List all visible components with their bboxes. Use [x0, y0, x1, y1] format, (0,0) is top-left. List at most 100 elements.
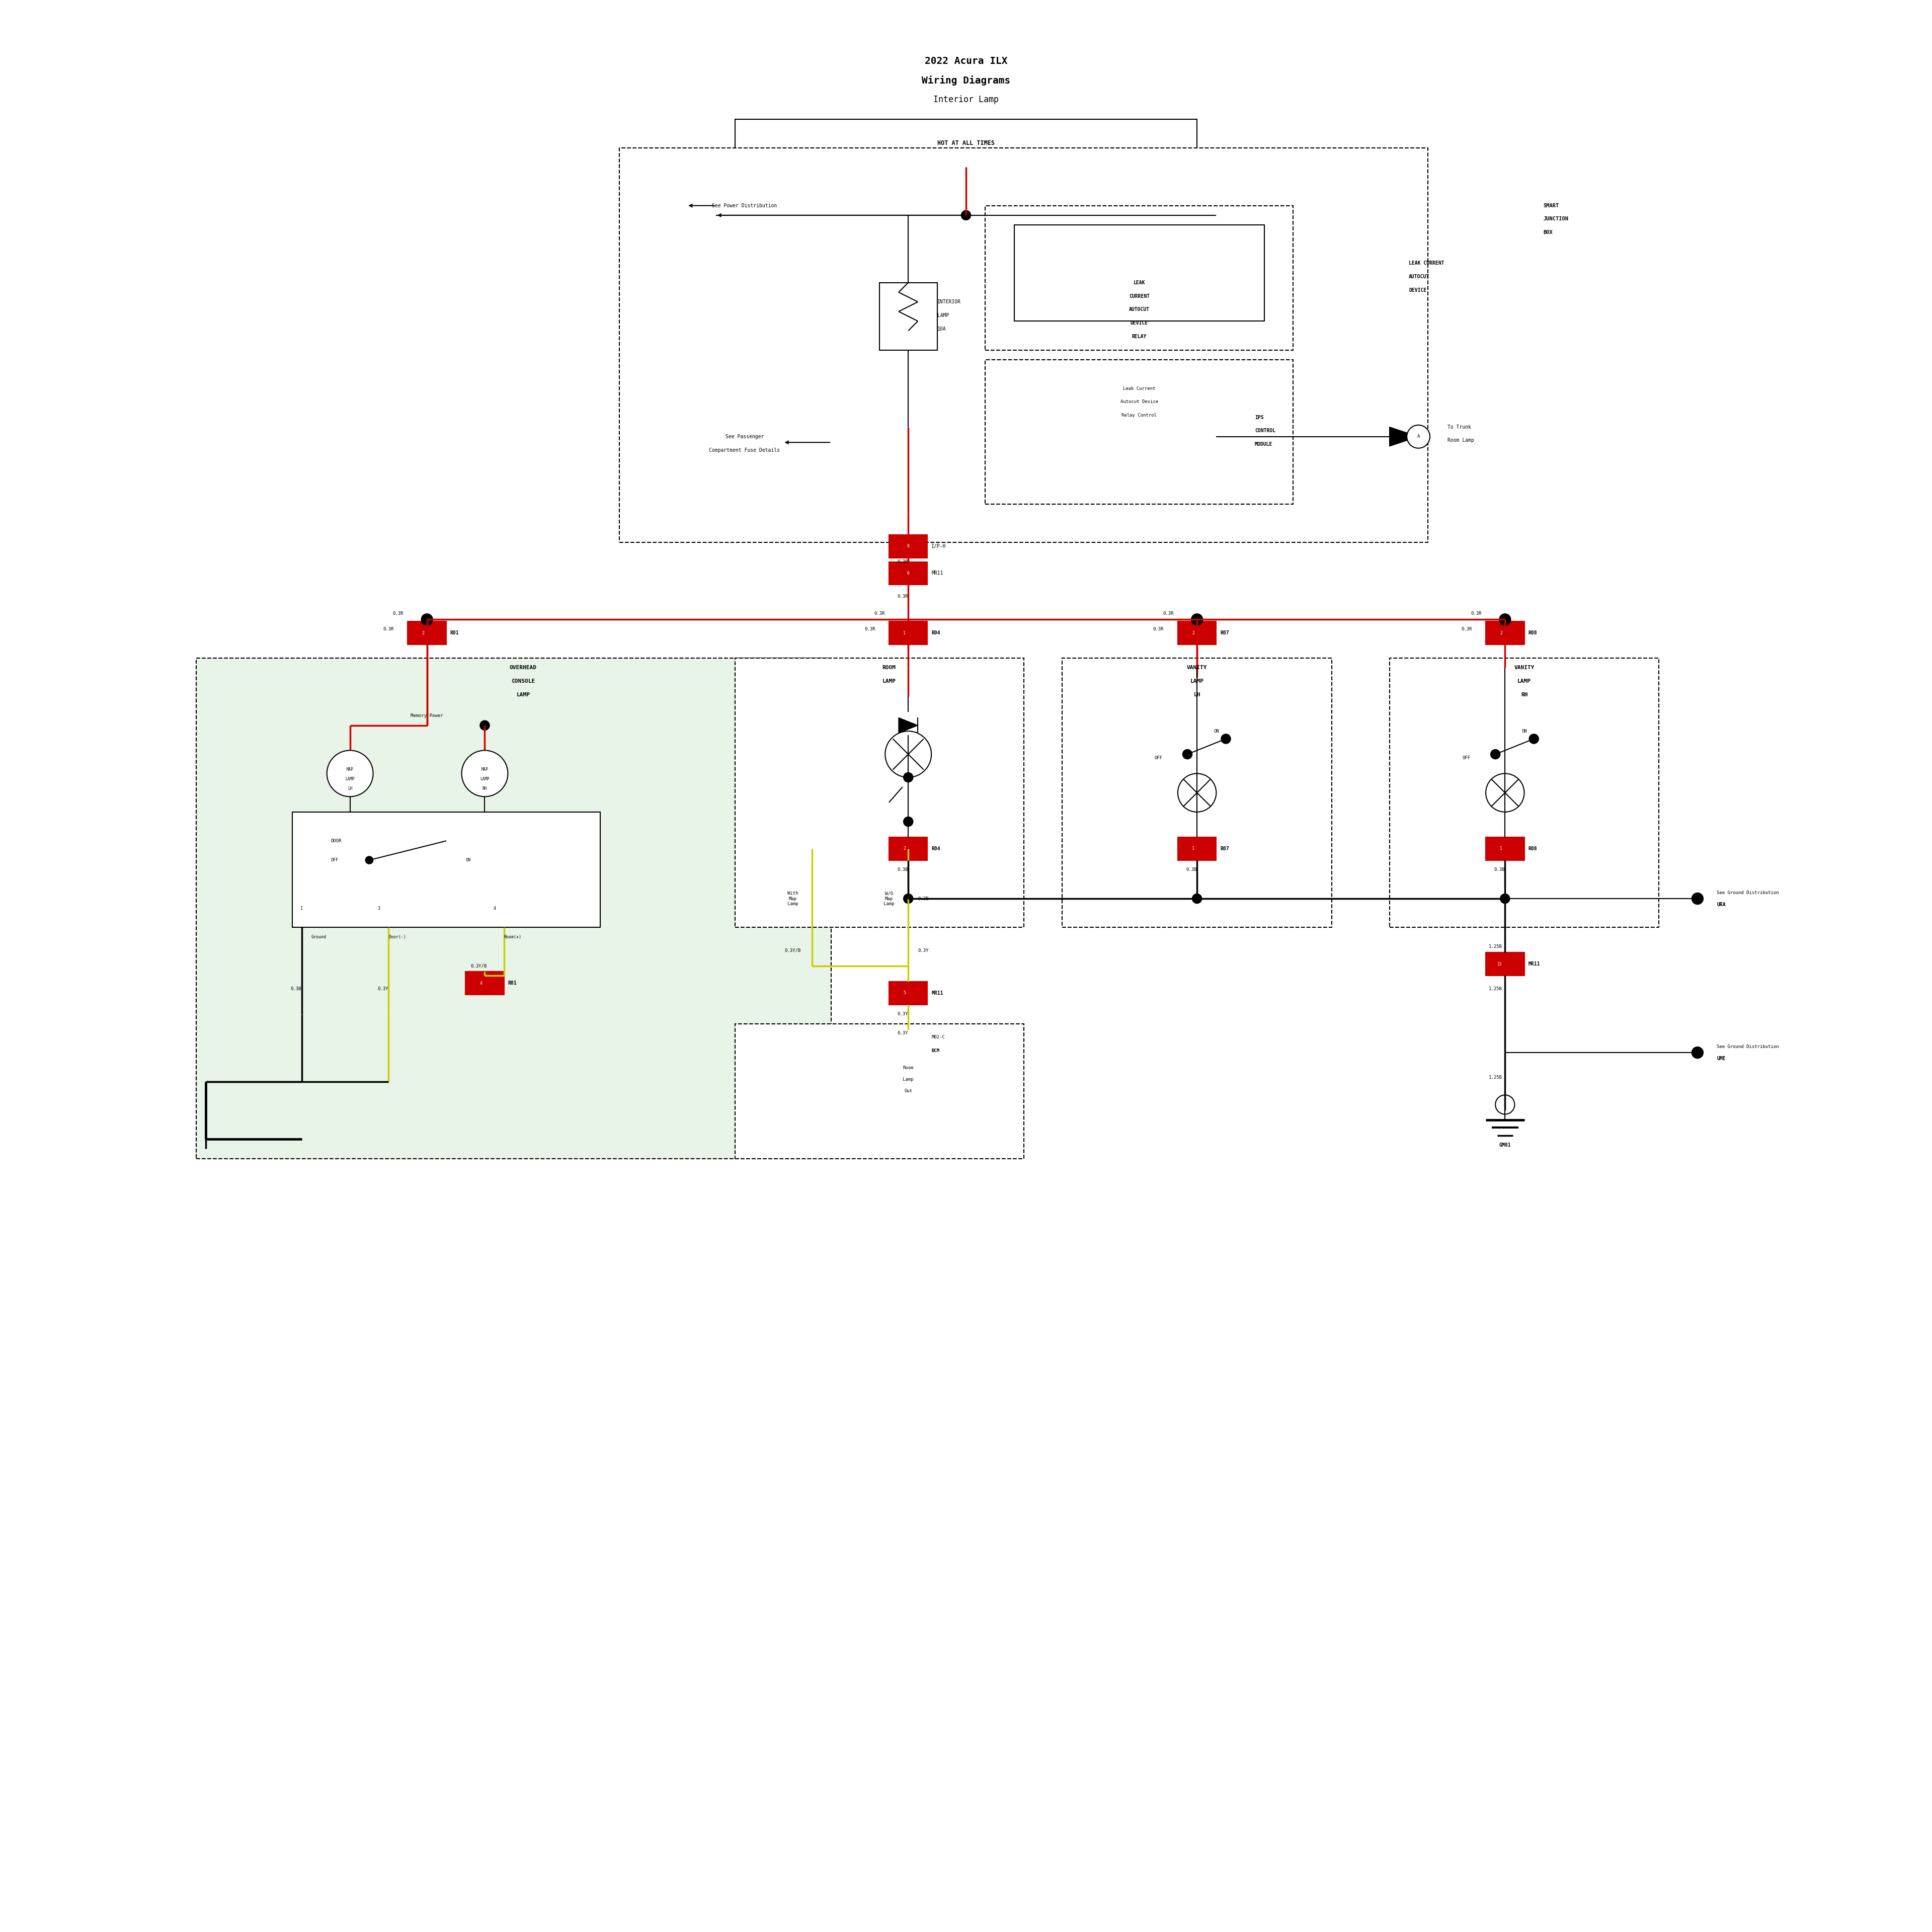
Text: 0.3B: 0.3B	[1186, 867, 1196, 871]
Text: 0.3R: 0.3R	[864, 626, 875, 632]
Text: 0.3R: 0.3R	[896, 595, 908, 599]
Text: See Passenger: See Passenger	[725, 435, 763, 439]
Circle shape	[1692, 1047, 1704, 1059]
Text: SMART: SMART	[1544, 203, 1559, 209]
Circle shape	[1692, 893, 1704, 904]
Text: R08: R08	[1528, 630, 1538, 636]
Bar	[466, 972, 504, 995]
Text: BCM: BCM	[931, 1049, 939, 1053]
Text: VANITY: VANITY	[1515, 665, 1534, 670]
Circle shape	[1528, 734, 1538, 744]
Text: R01: R01	[450, 630, 460, 636]
Text: 0.3Y: 0.3Y	[918, 949, 929, 952]
Polygon shape	[1389, 427, 1418, 446]
Text: 0.3R: 0.3R	[1163, 611, 1173, 616]
Text: A: A	[1416, 435, 1420, 439]
Text: LAMP: LAMP	[1517, 678, 1530, 684]
Bar	[734, 1024, 1024, 1159]
Bar	[1389, 659, 1660, 927]
Text: 1: 1	[1192, 846, 1194, 850]
Text: 0.3B: 0.3B	[290, 987, 301, 991]
Text: 1: 1	[1499, 846, 1503, 850]
Circle shape	[904, 895, 914, 904]
Bar	[1014, 224, 1264, 321]
Text: 0.3Y/B: 0.3Y/B	[784, 949, 802, 952]
Bar	[985, 205, 1293, 350]
Text: MR11: MR11	[931, 570, 943, 576]
Text: URA: URA	[1718, 902, 1725, 906]
Text: 0.3R: 0.3R	[392, 611, 404, 616]
Text: To Trunk: To Trunk	[1447, 425, 1470, 429]
Bar	[734, 659, 1024, 927]
Text: Interior Lamp: Interior Lamp	[933, 95, 999, 104]
Text: MAP: MAP	[481, 767, 489, 773]
Circle shape	[1495, 1095, 1515, 1115]
Text: JUNCTION: JUNCTION	[1544, 216, 1569, 222]
Bar	[1063, 659, 1331, 927]
Text: BOX: BOX	[1544, 230, 1553, 236]
Text: Memory Power: Memory Power	[412, 713, 442, 719]
Text: AUTOCUT: AUTOCUT	[1408, 274, 1430, 280]
Text: 0.3Y: 0.3Y	[377, 987, 388, 991]
Text: LAMP: LAMP	[516, 692, 529, 697]
Text: I/P-H: I/P-H	[931, 543, 947, 549]
Text: LAMP: LAMP	[1190, 678, 1204, 684]
Text: 4: 4	[902, 1039, 906, 1043]
Text: 1.25B: 1.25B	[1490, 987, 1503, 991]
Text: ON: ON	[466, 858, 471, 862]
Circle shape	[462, 750, 508, 796]
Text: Autocut Device: Autocut Device	[1121, 400, 1157, 404]
Bar	[889, 562, 927, 585]
Circle shape	[1179, 773, 1217, 811]
Bar	[1486, 622, 1524, 645]
Circle shape	[1406, 425, 1430, 448]
Text: CONTROL: CONTROL	[1254, 429, 1275, 433]
Text: IPS: IPS	[1254, 415, 1264, 419]
Text: R04: R04	[931, 630, 941, 636]
Text: Relay Control: Relay Control	[1122, 413, 1157, 417]
Circle shape	[1221, 734, 1231, 744]
Text: LH: LH	[1194, 692, 1200, 697]
Text: With
Map
Lamp: With Map Lamp	[788, 891, 798, 906]
Text: 2022 Acura ILX: 2022 Acura ILX	[925, 56, 1007, 66]
Text: MR11: MR11	[931, 991, 943, 995]
Text: Lamp: Lamp	[902, 1078, 914, 1082]
Circle shape	[904, 817, 914, 827]
Text: 1.25B: 1.25B	[1490, 1076, 1503, 1080]
Text: 4: 4	[493, 906, 497, 910]
Text: AUTOCUT: AUTOCUT	[1128, 307, 1150, 313]
Text: ON: ON	[1213, 728, 1219, 734]
Text: 6: 6	[906, 572, 910, 576]
Text: LEAK CURRENT: LEAK CURRENT	[1408, 261, 1445, 267]
Text: 0.3B: 0.3B	[918, 896, 929, 900]
Bar	[889, 535, 927, 558]
Text: 4: 4	[479, 981, 483, 985]
Text: Leak Current: Leak Current	[1122, 386, 1155, 390]
Text: 0.3B: 0.3B	[1493, 867, 1505, 871]
Text: 1.25B: 1.25B	[1490, 945, 1503, 949]
Text: RELAY: RELAY	[1132, 334, 1146, 338]
Text: Room Lamp: Room Lamp	[1447, 439, 1474, 442]
Circle shape	[1486, 773, 1524, 811]
Text: UME: UME	[1718, 1057, 1725, 1061]
Text: VANITY: VANITY	[1186, 665, 1208, 670]
Text: RH: RH	[1520, 692, 1528, 697]
Bar	[734, 120, 1198, 168]
Bar	[889, 1030, 927, 1053]
Text: 0.3B: 0.3B	[896, 867, 908, 871]
Text: INTERIOR: INTERIOR	[937, 299, 960, 305]
Text: OVERHEAD: OVERHEAD	[510, 665, 537, 670]
Text: LH: LH	[348, 786, 352, 792]
Text: 8: 8	[906, 545, 910, 549]
Text: OFF: OFF	[330, 858, 338, 862]
Text: R08: R08	[1528, 846, 1538, 852]
Bar	[620, 149, 1428, 543]
Text: Room(+): Room(+)	[504, 935, 522, 939]
Circle shape	[1499, 895, 1509, 904]
Text: Door(-): Door(-)	[388, 935, 406, 939]
Bar	[1486, 952, 1524, 976]
Text: 3: 3	[377, 906, 381, 910]
Text: DEVICE: DEVICE	[1408, 288, 1426, 294]
Circle shape	[1182, 750, 1192, 759]
Text: ON: ON	[1522, 728, 1526, 734]
